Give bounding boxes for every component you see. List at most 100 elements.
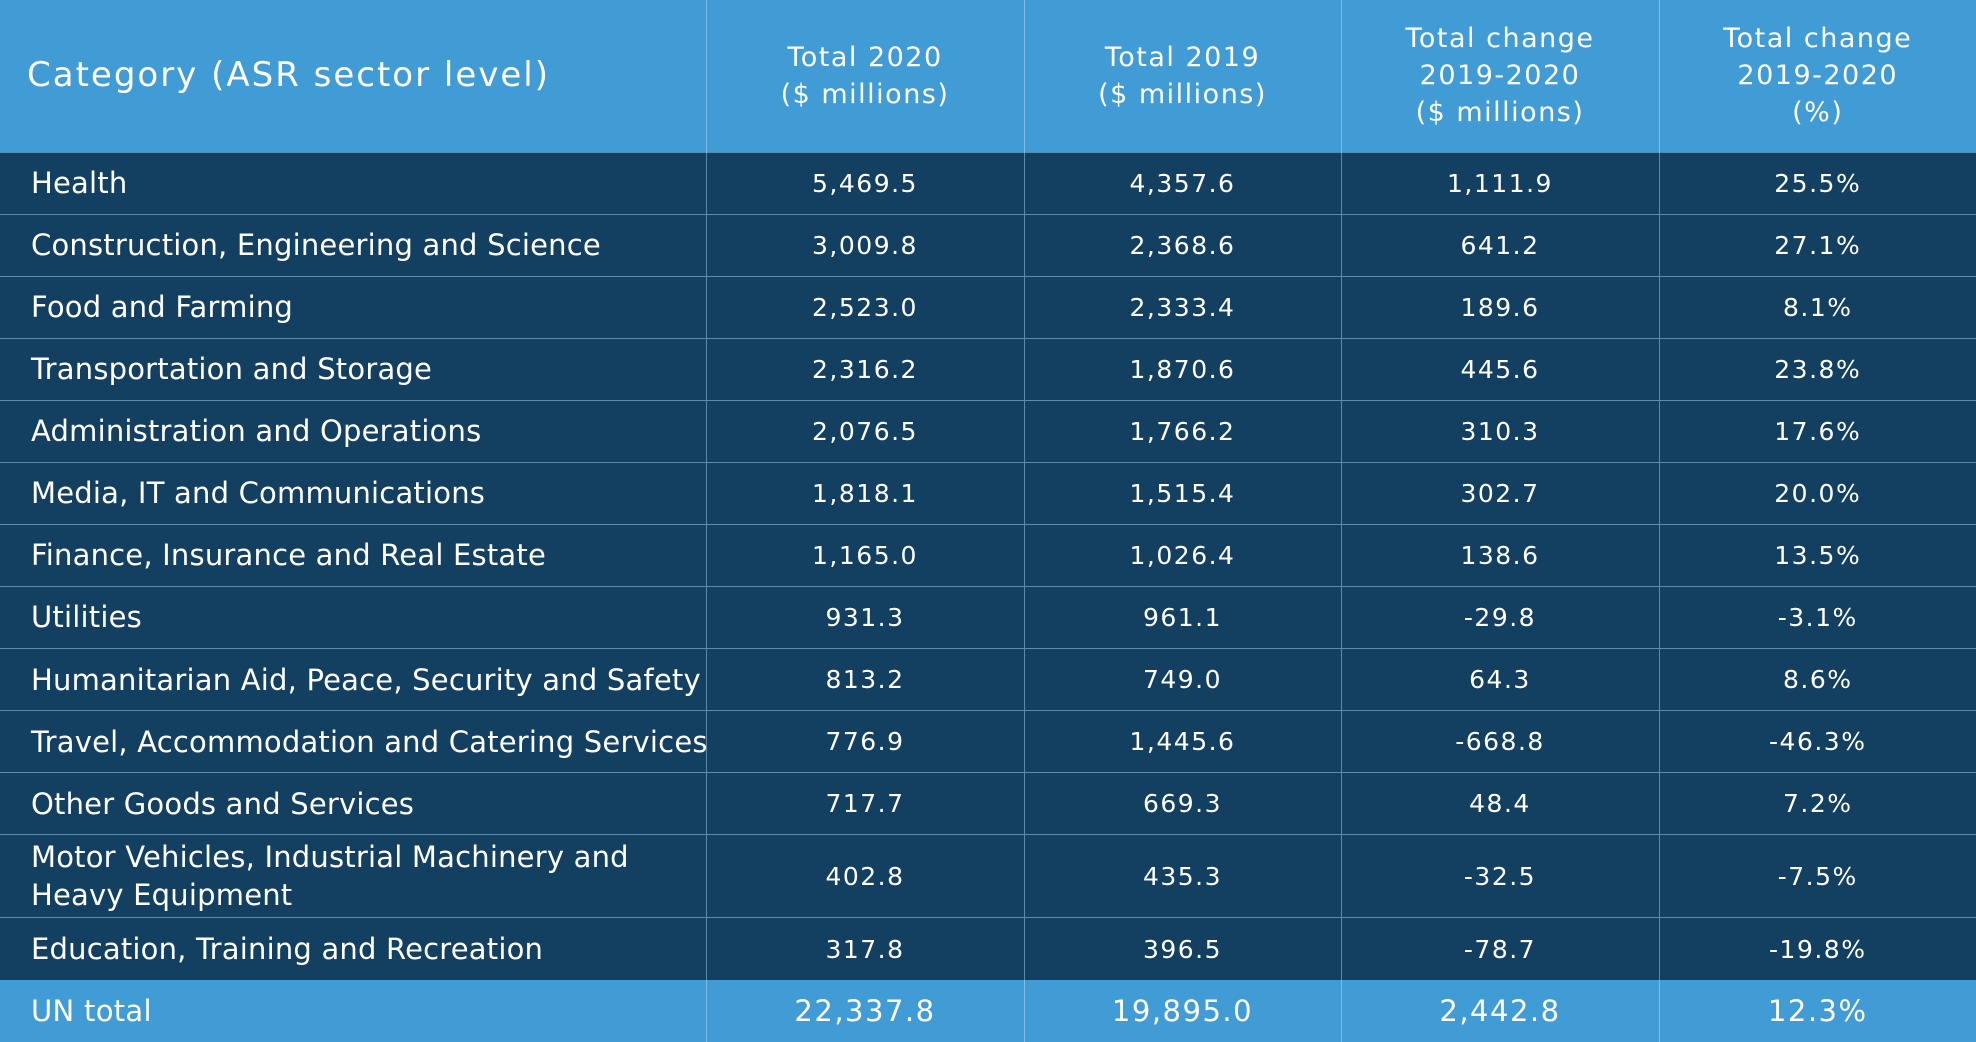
total-2019-cell: 669.3 xyxy=(1023,772,1341,835)
category-cell: Health xyxy=(0,151,706,215)
total-2020-cell: 2,076.5 xyxy=(705,399,1024,463)
total-2019-cell: 961.1 xyxy=(1023,585,1341,649)
change-percent-cell: -19.8% xyxy=(1658,917,1976,980)
header-line: ($ millions) xyxy=(780,78,950,110)
change-percent-cell: -46.3% xyxy=(1658,710,1976,773)
category-cell: Food and Farming xyxy=(0,275,706,339)
header-category: Category (ASR sector level) xyxy=(0,0,706,152)
total-2020-cell: 931.3 xyxy=(705,585,1024,649)
change-absolute-cell: 1,111.9 xyxy=(1340,151,1659,215)
change-percent-cell: -7.5% xyxy=(1658,834,1976,918)
total-2020-cell: 813.2 xyxy=(705,647,1024,711)
table-row: Administration and Operations 2,076.5 1,… xyxy=(0,399,1976,463)
category-cell: Humanitarian Aid, Peace, Security and Sa… xyxy=(0,647,706,711)
change-absolute-cell: 445.6 xyxy=(1340,337,1659,401)
total-2019-cell: 1,445.6 xyxy=(1023,710,1341,773)
table-row: Construction, Engineering and Science 3,… xyxy=(0,213,1976,277)
total-2020-cell: 5,469.5 xyxy=(705,151,1024,215)
change-absolute-cell: 302.7 xyxy=(1340,461,1659,525)
category-cell: Finance, Insurance and Real Estate xyxy=(0,523,706,587)
change-percent-cell: -3.1% xyxy=(1658,585,1976,649)
table-row: Finance, Insurance and Real Estate 1,165… xyxy=(0,523,1976,587)
header-line: Total change xyxy=(1405,23,1595,55)
total-2020-cell: 317.8 xyxy=(705,917,1024,980)
total-2020-cell: 1,165.0 xyxy=(705,523,1024,587)
change-absolute-cell: -668.8 xyxy=(1340,710,1659,773)
total-label: UN total xyxy=(0,980,706,1042)
total-2019-cell: 2,333.4 xyxy=(1023,275,1341,339)
total-2020-cell: 3,009.8 xyxy=(705,213,1024,277)
header-line: Total change xyxy=(1723,23,1913,55)
header-total-2020: Total 2020 ($ millions) xyxy=(705,0,1024,152)
category-cell: Utilities xyxy=(0,585,706,649)
header-change-percent: Total change 2019-2020 (%) xyxy=(1658,0,1976,152)
change-percent-cell: 25.5% xyxy=(1658,151,1976,215)
total-2019-cell: 435.3 xyxy=(1023,834,1341,918)
table-row: Travel, Accommodation and Catering Servi… xyxy=(0,710,1976,773)
category-cell: Other Goods and Services xyxy=(0,772,706,835)
table-row: Transportation and Storage 2,316.2 1,870… xyxy=(0,337,1976,401)
change-percent-cell: 17.6% xyxy=(1658,399,1976,463)
change-absolute-cell: 138.6 xyxy=(1340,523,1659,587)
change-percent-cell: 23.8% xyxy=(1658,337,1976,401)
change-absolute-cell: 48.4 xyxy=(1340,772,1659,835)
category-cell: Media, IT and Communications xyxy=(0,461,706,525)
total-2019-cell: 1,766.2 xyxy=(1023,399,1341,463)
table-row: Media, IT and Communications 1,818.1 1,5… xyxy=(0,461,1976,525)
total-2019-cell: 2,368.6 xyxy=(1023,213,1341,277)
change-absolute-cell: 64.3 xyxy=(1340,647,1659,711)
change-absolute-cell: -29.8 xyxy=(1340,585,1659,649)
table-header: Category (ASR sector level) Total 2020 (… xyxy=(0,0,1976,152)
total-row: UN total 22,337.8 19,895.0 2,442.8 12.3% xyxy=(0,980,1976,1042)
header-line: ($ millions) xyxy=(1098,78,1267,110)
total-2019-cell: 19,895.0 xyxy=(1023,980,1341,1042)
change-percent-cell: 7.2% xyxy=(1658,772,1976,835)
category-cell: Motor Vehicles, Industrial Machinery and… xyxy=(0,834,706,918)
change-percent-cell: 8.1% xyxy=(1658,275,1976,339)
category-cell: Transportation and Storage xyxy=(0,337,706,401)
change-percent-cell: 20.0% xyxy=(1658,461,1976,525)
category-cell: Travel, Accommodation and Catering Servi… xyxy=(0,710,706,773)
category-cell: Education, Training and Recreation xyxy=(0,917,706,980)
total-2020-cell: 2,523.0 xyxy=(705,275,1024,339)
header-change-absolute: Total change 2019-2020 ($ millions) xyxy=(1340,0,1659,152)
category-cell: Administration and Operations xyxy=(0,399,706,463)
total-2019-cell: 396.5 xyxy=(1023,917,1341,980)
total-2020-cell: 2,316.2 xyxy=(705,337,1024,401)
total-2019-cell: 1,026.4 xyxy=(1023,523,1341,587)
total-2020-cell: 1,818.1 xyxy=(705,461,1024,525)
table-row: Motor Vehicles, Industrial Machinery and… xyxy=(0,834,1976,918)
total-2019-cell: 1,870.6 xyxy=(1023,337,1341,401)
change-absolute-cell: -32.5 xyxy=(1340,834,1659,918)
total-2020-cell: 717.7 xyxy=(705,772,1024,835)
change-percent-cell: 27.1% xyxy=(1658,213,1976,277)
change-percent-cell: 12.3% xyxy=(1658,980,1976,1042)
header-line: 2019-2020 xyxy=(1419,60,1581,92)
table-row: Utilities 931.3 961.1 -29.8 -3.1% xyxy=(0,585,1976,649)
change-percent-cell: 8.6% xyxy=(1658,647,1976,711)
header-row: Category (ASR sector level) Total 2020 (… xyxy=(0,0,1976,152)
total-2019-cell: 749.0 xyxy=(1023,647,1341,711)
total-2020-cell: 776.9 xyxy=(705,710,1024,773)
table-footer: UN total 22,337.8 19,895.0 2,442.8 12.3% xyxy=(0,980,1976,1042)
change-absolute-cell: 641.2 xyxy=(1340,213,1659,277)
table-row: Food and Farming 2,523.0 2,333.4 189.6 8… xyxy=(0,275,1976,339)
change-absolute-cell: 189.6 xyxy=(1340,275,1659,339)
table-row: Health 5,469.5 4,357.6 1,111.9 25.5% xyxy=(0,151,1976,215)
header-line: 2019-2020 xyxy=(1737,60,1899,92)
total-2019-cell: 1,515.4 xyxy=(1023,461,1341,525)
category-cell: Construction, Engineering and Science xyxy=(0,213,706,277)
header-line: Category (ASR sector level) xyxy=(27,55,551,96)
change-percent-cell: 13.5% xyxy=(1658,523,1976,587)
header-total-2019: Total 2019 ($ millions) xyxy=(1023,0,1341,152)
total-2019-cell: 4,357.6 xyxy=(1023,151,1341,215)
header-line: Total 2020 xyxy=(787,41,943,73)
total-2020-cell: 22,337.8 xyxy=(705,980,1024,1042)
header-line: (%) xyxy=(1792,97,1844,129)
header-line: ($ millions) xyxy=(1415,97,1585,129)
table-row: Humanitarian Aid, Peace, Security and Sa… xyxy=(0,647,1976,711)
total-2020-cell: 402.8 xyxy=(705,834,1024,918)
change-absolute-cell: 2,442.8 xyxy=(1340,980,1659,1042)
table-row: Education, Training and Recreation 317.8… xyxy=(0,917,1976,980)
